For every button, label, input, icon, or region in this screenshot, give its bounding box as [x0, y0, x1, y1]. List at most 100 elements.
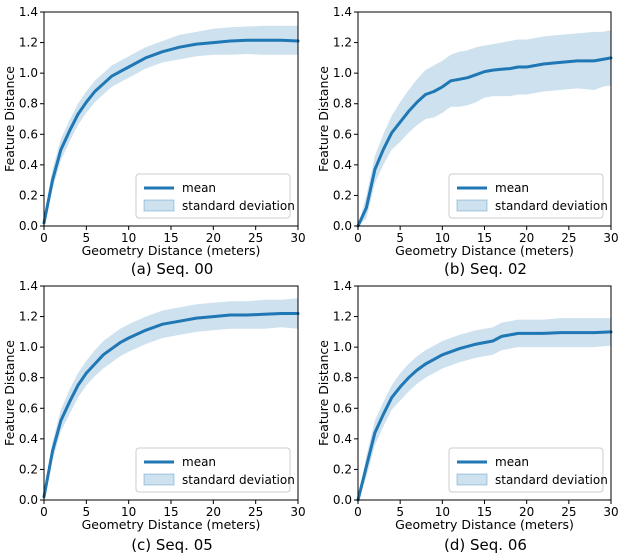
std-band — [44, 298, 298, 500]
x-tick-label: 15 — [477, 231, 492, 245]
y-tick-label: 0.6 — [333, 127, 352, 141]
mean-line — [42, 312, 300, 499]
x-tick-label: 15 — [477, 505, 492, 519]
panel-caption: (c) Seq. 05 — [131, 536, 213, 554]
x-tick-label: 15 — [163, 231, 178, 245]
x-tick-label: 5 — [83, 505, 91, 519]
legend-box — [448, 447, 604, 493]
y-tick-label: 1.4 — [333, 279, 352, 293]
y-tick-label: 0.6 — [19, 401, 38, 415]
y-tick-label: 1.2 — [19, 36, 38, 50]
x-tick-label: 5 — [396, 231, 404, 245]
legend-mean-label: mean — [495, 455, 529, 469]
x-axis-label: Geometry Distance (meters) — [82, 243, 261, 258]
x-tick-label: 10 — [435, 231, 450, 245]
y-tick-label: 0.8 — [19, 97, 38, 111]
mean-line — [42, 38, 300, 225]
x-tick-label: 20 — [206, 505, 221, 519]
legend-box — [448, 173, 604, 219]
chart-panel-3: 0 5 10 15 20 25 30 0.0 0.2 0.4 0.6 0.8 1.0 1.2 1.4 Geom… — [2, 279, 306, 554]
y-tick-label: 0.0 — [333, 219, 352, 233]
y-tick-label: 1.0 — [333, 340, 352, 354]
panel-caption: (a) Seq. 00 — [131, 260, 214, 278]
legend-band-label: standard deviation — [182, 199, 295, 213]
x-axis-label: Geometry Distance (meters) — [82, 517, 261, 532]
x-tick-label: 0 — [354, 505, 362, 519]
y-tick-label: 0.6 — [333, 401, 352, 415]
x-tick-label: 30 — [603, 231, 618, 245]
legend-band-label: standard deviation — [495, 473, 608, 487]
legend-mean-label: mean — [495, 181, 529, 195]
mean-line — [356, 56, 613, 228]
y-tick-label: 0.6 — [19, 127, 38, 141]
x-axis-label: Geometry Distance (meters) — [395, 517, 574, 532]
legend-band-swatch — [456, 199, 488, 212]
y-tick-label: 0.8 — [333, 371, 352, 385]
y-tick-label: 0.0 — [19, 219, 38, 233]
y-tick-label: 0.4 — [19, 432, 38, 446]
y-tick-label: 1.2 — [333, 36, 352, 50]
x-tick-label: 10 — [435, 505, 450, 519]
x-tick-label: 25 — [561, 505, 576, 519]
legend-band-swatch — [456, 473, 488, 486]
chart-panel-1: 0 5 10 15 20 25 30 0.0 0.2 0.4 0.6 0.8 1.0 1.2 1.4 Geom… — [2, 5, 306, 278]
y-axis-label: Feature Distance — [2, 66, 17, 172]
y-tick-label: 1.2 — [19, 310, 38, 324]
legend-mean-label: mean — [182, 455, 216, 469]
x-tick-label: 30 — [603, 505, 618, 519]
std-band — [358, 30, 611, 226]
x-tick-label: 0 — [40, 231, 48, 245]
legend-band-swatch — [143, 199, 175, 212]
legend-band-label: standard deviation — [182, 473, 295, 487]
y-tick-label: 0.2 — [333, 462, 352, 476]
y-tick-label: 0.8 — [19, 371, 38, 385]
std-band — [44, 25, 298, 226]
legend: mean standard deviation — [135, 173, 295, 219]
y-tick-label: 0.8 — [333, 97, 352, 111]
x-tick-label: 15 — [163, 505, 178, 519]
legend: mean standard deviation — [448, 173, 608, 219]
x-tick-label: 10 — [121, 505, 136, 519]
x-tick-label: 0 — [354, 231, 362, 245]
chart-panel-4: 0 5 10 15 20 25 30 0.0 0.2 0.4 0.6 0.8 1.0 1.2 1.4 Geom… — [316, 279, 619, 554]
y-axis-label: Feature Distance — [316, 340, 331, 446]
legend-box — [135, 173, 291, 219]
x-tick-label: 20 — [519, 231, 534, 245]
x-tick-label: 20 — [519, 505, 534, 519]
legend-band-label: standard deviation — [495, 199, 608, 213]
y-tick-label: 1.0 — [19, 340, 38, 354]
y-tick-label: 1.4 — [19, 5, 38, 19]
y-tick-label: 0.2 — [19, 462, 38, 476]
x-tick-label: 25 — [561, 231, 576, 245]
x-tick-label: 30 — [290, 505, 305, 519]
y-tick-label: 0.0 — [333, 493, 352, 507]
y-tick-label: 0.0 — [19, 493, 38, 507]
x-tick-label: 5 — [396, 505, 404, 519]
legend-mean-label: mean — [182, 181, 216, 195]
x-tick-label: 5 — [83, 231, 91, 245]
y-axis-label: Feature Distance — [2, 340, 17, 446]
x-tick-label: 30 — [290, 231, 305, 245]
legend: mean standard deviation — [135, 447, 295, 493]
x-tick-label: 25 — [248, 231, 263, 245]
mean-line — [356, 330, 613, 502]
y-tick-label: 0.4 — [333, 158, 352, 172]
y-tick-label: 1.4 — [19, 279, 38, 293]
legend: mean standard deviation — [448, 447, 608, 493]
y-tick-label: 0.2 — [19, 188, 38, 202]
chart-panel-2: 0 5 10 15 20 25 30 0.0 0.2 0.4 0.6 0.8 1.0 1.2 1.4 Geom… — [316, 5, 619, 278]
x-tick-label: 10 — [121, 231, 136, 245]
x-tick-label: 20 — [206, 231, 221, 245]
y-tick-label: 1.2 — [333, 310, 352, 324]
x-tick-label: 0 — [40, 505, 48, 519]
y-tick-label: 0.2 — [333, 188, 352, 202]
y-tick-label: 1.0 — [19, 66, 38, 80]
x-axis-label: Geometry Distance (meters) — [395, 243, 574, 258]
legend-band-swatch — [143, 473, 175, 486]
x-tick-label: 25 — [248, 505, 263, 519]
y-tick-label: 0.4 — [19, 158, 38, 172]
panel-caption: (d) Seq. 06 — [444, 536, 527, 554]
panel-caption: (b) Seq. 02 — [444, 260, 527, 278]
y-tick-label: 1.0 — [333, 66, 352, 80]
